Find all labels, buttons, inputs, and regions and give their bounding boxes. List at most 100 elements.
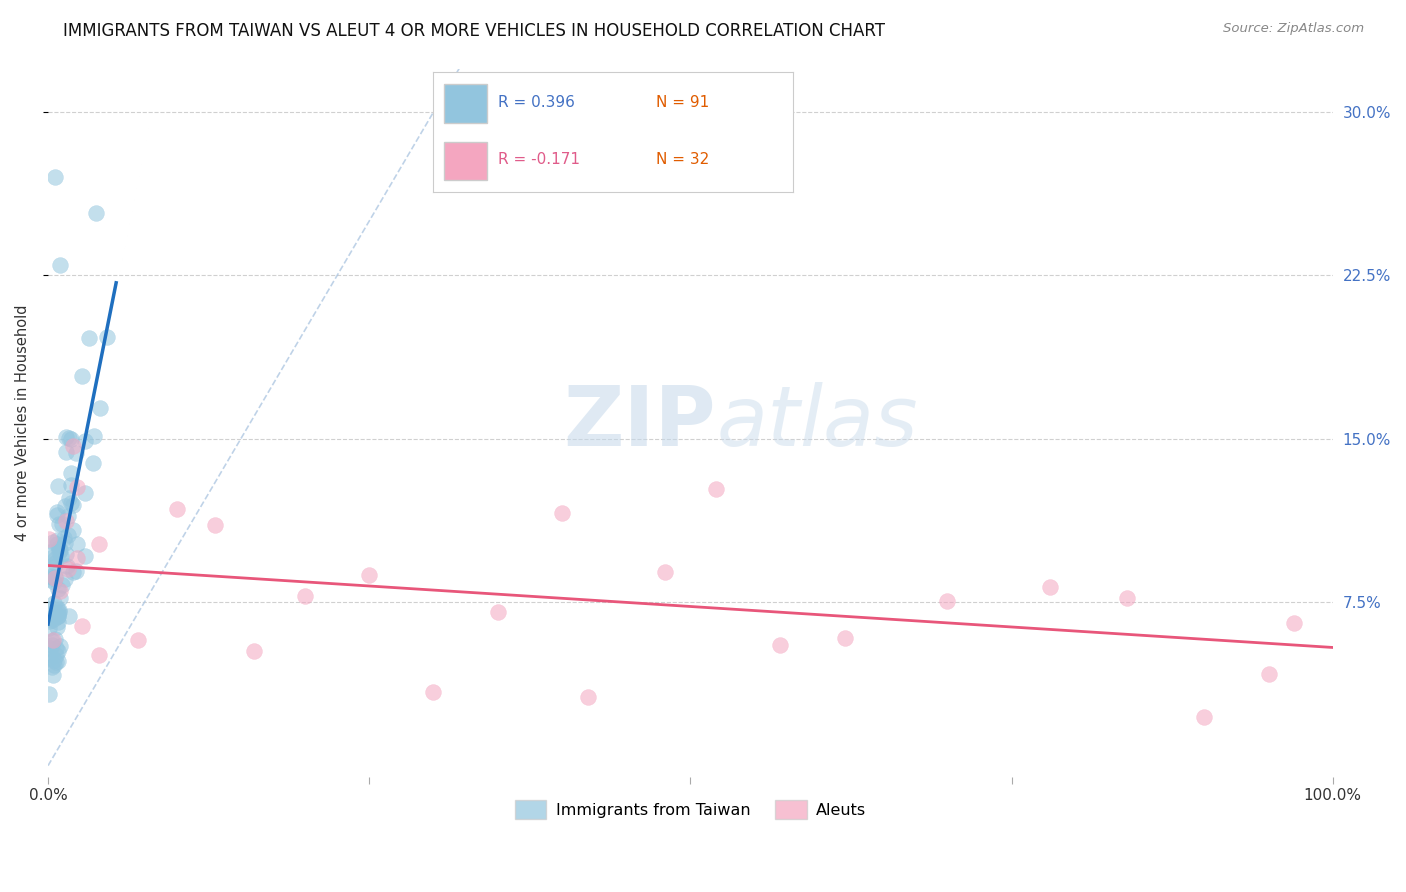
Point: [38, 601, 60, 615]
Point: [65, 565, 87, 579]
Point: [44, 607, 66, 621]
Point: [42, 657, 65, 672]
Point: [48, 258, 70, 272]
Point: [66, 537, 89, 551]
Point: [41, 660, 63, 674]
Point: [48, 541, 70, 555]
Point: [73, 434, 96, 448]
Text: ZIP: ZIP: [564, 382, 716, 463]
Point: [75, 549, 97, 564]
Point: [38, 572, 60, 586]
Point: [46, 615, 69, 629]
Point: [62, 523, 84, 537]
Point: [45, 648, 67, 662]
Point: [42, 574, 65, 589]
Point: [48, 584, 70, 599]
Point: [46, 654, 69, 668]
Point: [52, 531, 75, 545]
Point: [55, 445, 77, 459]
Point: [38, 621, 60, 635]
Point: [46, 536, 69, 550]
Point: [56, 527, 79, 541]
Point: [551, 506, 574, 520]
Point: [41, 614, 63, 628]
Point: [769, 638, 792, 652]
Point: [46, 533, 69, 547]
Point: [62, 439, 84, 453]
Point: [422, 685, 444, 699]
Point: [46, 478, 69, 492]
Point: [83, 428, 105, 442]
Point: [46, 609, 69, 624]
Point: [89, 401, 111, 415]
Point: [66, 480, 89, 494]
Point: [45, 640, 67, 655]
Point: [42, 653, 65, 667]
Point: [41, 633, 63, 648]
Point: [39, 647, 62, 661]
Point: [82, 456, 104, 470]
Point: [38, 652, 60, 666]
Point: [44, 570, 66, 584]
Point: [486, 605, 509, 619]
Point: [70, 368, 93, 383]
Point: [38, 640, 60, 655]
Point: [59, 478, 82, 492]
Point: [42, 549, 65, 564]
Point: [51, 549, 73, 563]
Point: [60, 495, 83, 509]
Point: [46, 644, 69, 658]
Point: [48, 606, 70, 620]
Point: [1194, 710, 1216, 724]
Point: [39, 569, 62, 583]
Point: [46, 582, 69, 596]
Legend: Immigrants from Taiwan, Aleuts: Immigrants from Taiwan, Aleuts: [508, 794, 873, 825]
Point: [53, 500, 76, 514]
Point: [49, 591, 72, 606]
Point: [44, 610, 66, 624]
Point: [39, 611, 62, 625]
Point: [44, 556, 66, 570]
Point: [1039, 580, 1062, 594]
Point: [46, 609, 69, 624]
Point: [42, 535, 65, 549]
Point: [294, 589, 316, 603]
Point: [42, 560, 65, 574]
Point: [39, 570, 62, 584]
Point: [89, 648, 111, 663]
Point: [55, 547, 77, 561]
Point: [38, 532, 60, 546]
Text: IMMIGRANTS FROM TAIWAN VS ALEUT 4 OR MORE VEHICLES IN HOUSEHOLD CORRELATION CHAR: IMMIGRANTS FROM TAIWAN VS ALEUT 4 OR MOR…: [63, 22, 886, 40]
Point: [204, 518, 226, 533]
Point: [704, 482, 727, 496]
Point: [576, 690, 599, 705]
Point: [48, 545, 70, 559]
Point: [56, 509, 79, 524]
Point: [51, 516, 73, 531]
Point: [58, 431, 80, 445]
Point: [70, 618, 93, 632]
Point: [166, 502, 188, 516]
Point: [48, 603, 70, 617]
Point: [48, 516, 70, 531]
Point: [38, 615, 60, 629]
Point: [42, 633, 65, 648]
Point: [56, 562, 79, 576]
Point: [44, 632, 66, 647]
Point: [45, 656, 67, 670]
Point: [53, 535, 76, 549]
Point: [73, 485, 96, 500]
Point: [39, 545, 62, 559]
Point: [44, 571, 66, 585]
Point: [242, 644, 264, 658]
Point: [55, 430, 77, 444]
Point: [65, 446, 87, 460]
Point: [53, 572, 76, 586]
Point: [58, 609, 80, 624]
Point: [96, 330, 118, 344]
Text: Source: ZipAtlas.com: Source: ZipAtlas.com: [1223, 22, 1364, 36]
Point: [834, 631, 856, 645]
Point: [56, 559, 79, 574]
Point: [58, 491, 80, 505]
Point: [1116, 591, 1139, 605]
